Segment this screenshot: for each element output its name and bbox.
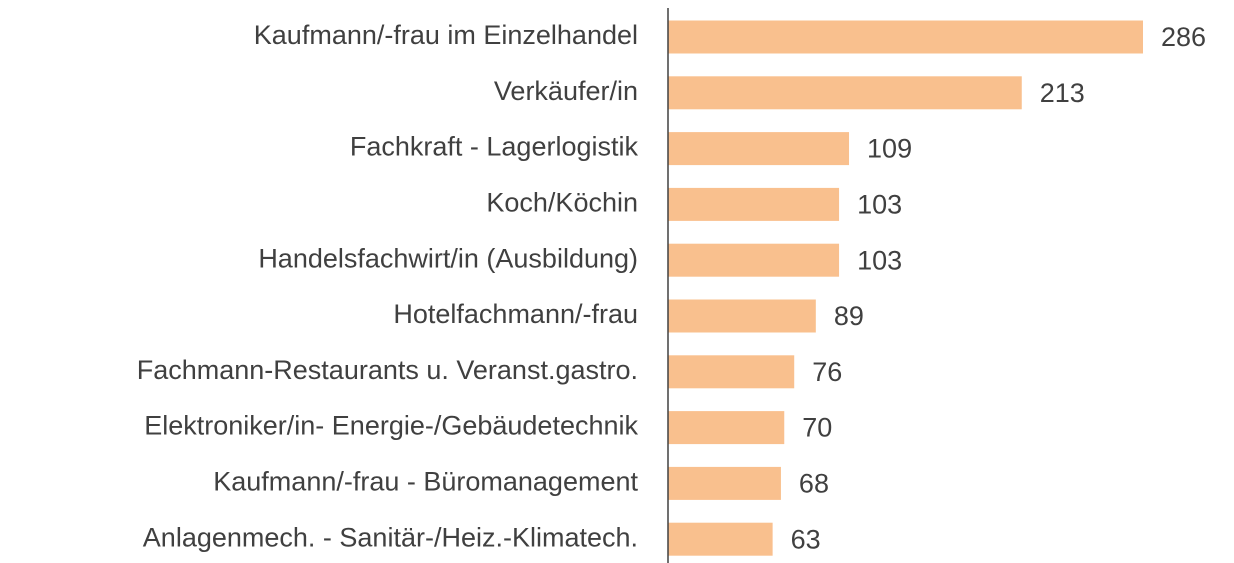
bar <box>668 76 1022 110</box>
category-label: Koch/Köchin <box>486 188 638 218</box>
value-label: 286 <box>1161 22 1206 52</box>
bar <box>668 522 773 556</box>
category-label: Hotelfachmann/-frau <box>393 299 638 329</box>
category-label: Elektroniker/in- Energie-/Gebäudetechnik <box>144 411 638 441</box>
value-label: 70 <box>802 413 832 443</box>
bar <box>668 20 1143 54</box>
value-label: 103 <box>857 245 902 275</box>
category-label: Anlagenmech. - Sanitär-/Heiz.-Klimatech. <box>143 522 638 552</box>
category-label: Kaufmann/-frau - Büromanagement <box>213 467 638 497</box>
bar <box>668 299 816 333</box>
value-label: 109 <box>867 134 912 164</box>
bar <box>668 411 785 445</box>
value-label: 68 <box>799 469 829 499</box>
value-label: 103 <box>857 190 902 220</box>
category-label: Kaufmann/-frau im Einzelhandel <box>254 20 638 50</box>
bar <box>668 466 781 500</box>
bar <box>668 355 795 389</box>
value-label: 89 <box>834 301 864 331</box>
category-label: Fachmann-Restaurants u. Veranst.gastro. <box>137 355 638 385</box>
category-label: Fachkraft - Lagerlogistik <box>350 132 639 162</box>
bar <box>668 243 840 277</box>
category-label: Handelsfachwirt/in (Ausbildung) <box>258 243 638 273</box>
bar <box>668 187 840 221</box>
value-label: 76 <box>812 357 842 387</box>
bar <box>668 132 850 166</box>
value-label: 213 <box>1040 78 1085 108</box>
category-label: Verkäufer/in <box>494 76 638 106</box>
value-label: 63 <box>791 524 821 554</box>
